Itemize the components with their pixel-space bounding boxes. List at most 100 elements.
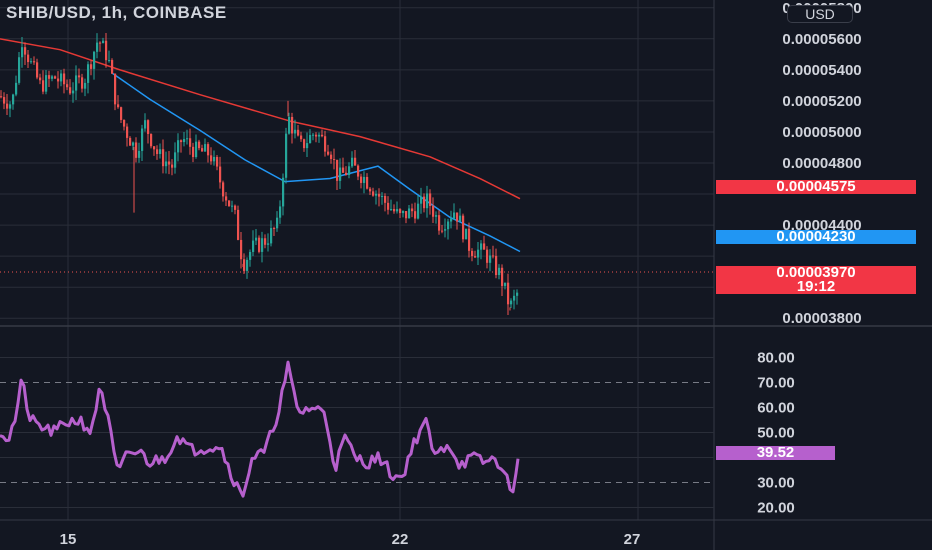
symbol-title[interactable]: SHIB/USD, 1h, COINBASE xyxy=(6,3,227,22)
price-tick-label: 0.00003800 xyxy=(782,310,861,327)
candle-body xyxy=(132,142,135,146)
candle-body xyxy=(36,62,39,78)
price-tick-label: 0.00004400 xyxy=(782,217,861,234)
candle-body xyxy=(342,167,345,173)
rsi-tick-label: 20.00 xyxy=(757,500,795,517)
candle-body xyxy=(396,209,399,212)
candle-body xyxy=(102,40,105,44)
candle-body xyxy=(51,76,54,79)
candle-body xyxy=(369,188,372,192)
candle-body xyxy=(264,238,267,245)
candle-body xyxy=(279,206,282,218)
candle-body xyxy=(333,159,336,161)
candle-body xyxy=(12,94,15,105)
candle-body xyxy=(471,250,474,257)
candle-body xyxy=(228,200,231,207)
last-price-value: 0.00003970 xyxy=(776,264,856,281)
candle-body xyxy=(204,144,207,152)
candlestick-series xyxy=(0,33,519,316)
candle-body xyxy=(69,87,72,94)
candle-body xyxy=(303,139,306,149)
candle-body xyxy=(438,215,441,231)
candle-body xyxy=(15,82,18,95)
candle-body xyxy=(222,182,225,197)
candle-body xyxy=(411,208,414,212)
currency-button[interactable]: USD xyxy=(787,5,853,23)
bar-countdown: 19:12 xyxy=(796,278,836,295)
candle-body xyxy=(240,239,243,260)
candle-body xyxy=(186,138,189,140)
price-tick-label: 0.00005000 xyxy=(782,124,861,141)
candle-body xyxy=(294,129,297,134)
candle-body xyxy=(159,149,162,154)
ma-red-price-label: 0.00004575 xyxy=(716,179,916,194)
candle-body xyxy=(207,144,210,156)
candle-body xyxy=(243,259,246,271)
candle-body xyxy=(492,255,495,257)
candle-body xyxy=(24,47,27,55)
candle-body xyxy=(213,156,216,162)
candle-body xyxy=(144,120,147,129)
rsi-tick-label: 80.00 xyxy=(757,350,795,367)
candle-body xyxy=(3,97,6,104)
candle-body xyxy=(270,228,273,244)
candle-body xyxy=(261,238,264,252)
candle-body xyxy=(453,212,456,219)
candle-body xyxy=(441,230,444,232)
candle-body xyxy=(54,76,57,79)
candle-body xyxy=(39,77,42,81)
candle-body xyxy=(129,137,132,146)
candle-body xyxy=(504,282,507,286)
candle-body xyxy=(429,193,432,206)
candle-body xyxy=(87,64,90,83)
candle-body xyxy=(420,196,423,204)
candle-body xyxy=(432,205,435,217)
candle-body xyxy=(498,267,501,276)
candle-body xyxy=(315,134,318,137)
candle-body xyxy=(363,176,366,183)
candle-body xyxy=(381,195,384,197)
ma-blue-price-label: 0.00004230 xyxy=(716,229,916,244)
candle-body xyxy=(306,143,309,149)
candle-body xyxy=(42,80,45,92)
candle-body xyxy=(252,240,255,252)
candle-body xyxy=(336,159,339,181)
candle-body xyxy=(114,73,117,105)
candle-body xyxy=(345,172,348,175)
candle-body xyxy=(195,141,198,158)
candle-body xyxy=(63,73,66,85)
candle-body xyxy=(390,208,393,210)
candle-body xyxy=(339,167,342,181)
rsi-value-label: 39.52 xyxy=(716,445,835,460)
candle-body xyxy=(516,292,519,296)
rsi-pane xyxy=(0,360,520,498)
candle-body xyxy=(66,84,69,88)
candle-body xyxy=(414,211,417,219)
candle-body xyxy=(156,149,159,154)
candle-body xyxy=(501,267,504,286)
candle-body xyxy=(18,57,21,83)
candle-body xyxy=(375,193,378,196)
candle-body xyxy=(141,128,144,151)
candle-body xyxy=(288,116,291,134)
candle-body xyxy=(360,176,363,183)
candle-body xyxy=(462,215,465,240)
candle-body xyxy=(246,259,249,271)
candle-body xyxy=(327,151,330,155)
candle-body xyxy=(249,251,252,260)
candle-body xyxy=(99,42,102,44)
candle-body xyxy=(510,300,513,305)
candle-body xyxy=(78,75,81,78)
candle-body xyxy=(435,215,438,217)
candle-body xyxy=(447,221,450,230)
candle-body xyxy=(387,202,390,210)
rsi-line xyxy=(0,360,520,498)
candle-body xyxy=(255,237,258,241)
candle-body xyxy=(33,61,36,63)
candle-body xyxy=(90,64,93,69)
candle-body xyxy=(285,133,288,178)
candle-body xyxy=(330,154,333,160)
candle-body xyxy=(480,243,483,250)
candle-body xyxy=(126,126,129,138)
candle-body xyxy=(372,191,375,196)
